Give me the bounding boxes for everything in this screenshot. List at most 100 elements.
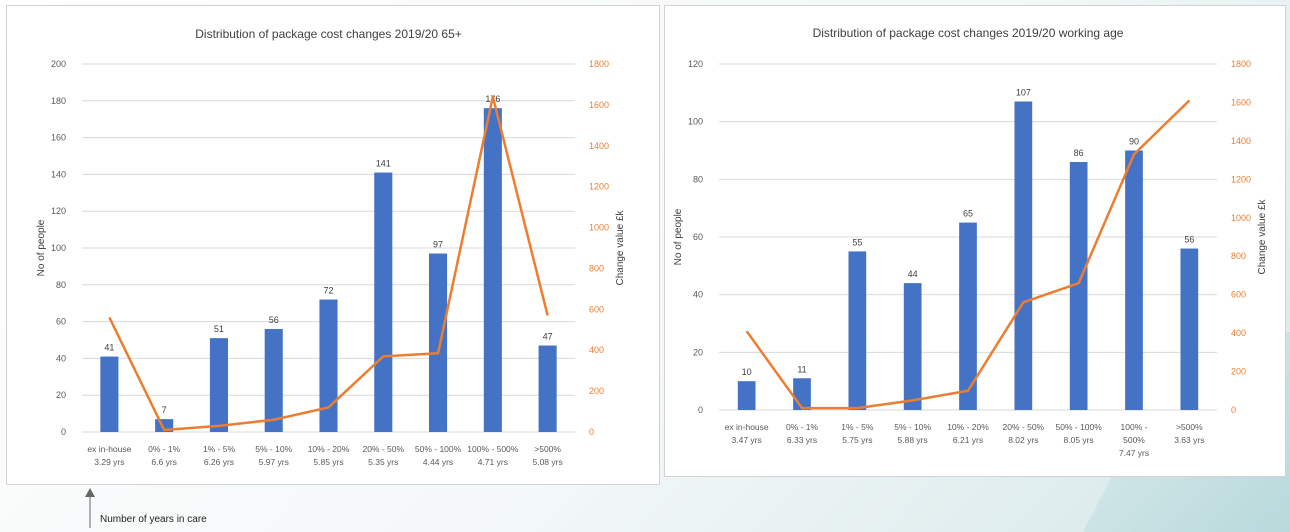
x-tick-label: ex in-house 3.29 yrs bbox=[87, 444, 131, 467]
bar bbox=[1069, 162, 1088, 410]
x-tick-label: 20% - 50% 5.35 yrs bbox=[362, 444, 404, 467]
y2-tick-label: 600 bbox=[589, 304, 604, 314]
y2-tick-label: 1800 bbox=[1231, 59, 1251, 69]
bar bbox=[737, 381, 756, 410]
bar bbox=[429, 253, 448, 432]
x-tick-label: 10% - 20% 6.21 yrs bbox=[947, 422, 989, 445]
bar-data-label: 86 bbox=[1074, 148, 1084, 158]
years-in-care-note: Number of years in care bbox=[84, 488, 304, 532]
y2-tick-label: 0 bbox=[1231, 405, 1236, 415]
y2-tick-label: 1000 bbox=[589, 223, 609, 233]
y-tick-label: 60 bbox=[56, 317, 66, 327]
x-tick-label: 0% - 1% 6.6 yrs bbox=[148, 444, 181, 467]
bar bbox=[209, 338, 228, 432]
y2-tick-label: 600 bbox=[1231, 290, 1246, 300]
y2-axis-title: Change value £k bbox=[1257, 198, 1268, 274]
x-tick-label: 100% -500% 7.47 yrs bbox=[1119, 422, 1149, 458]
x-tick-label: 1% - 5% 6.26 yrs bbox=[203, 444, 236, 467]
y2-tick-label: 1600 bbox=[589, 100, 609, 110]
y2-tick-label: 1200 bbox=[589, 182, 609, 192]
chart-panel-65-plus: Distribution of package cost changes 201… bbox=[6, 5, 660, 485]
bar bbox=[1180, 248, 1199, 410]
x-tick-label: ex in-house 3.47 yrs bbox=[725, 422, 769, 445]
chart-title: Distribution of package cost changes 201… bbox=[813, 26, 1124, 40]
y-tick-label: 0 bbox=[61, 427, 66, 437]
y-tick-label: 180 bbox=[51, 96, 66, 106]
bar bbox=[319, 299, 338, 432]
bar-data-label: 44 bbox=[908, 269, 918, 279]
bar bbox=[793, 378, 811, 410]
y-axis-title: No of people bbox=[673, 208, 684, 265]
bar-data-label: 7 bbox=[162, 405, 167, 415]
y-tick-label: 0 bbox=[698, 405, 703, 415]
y2-tick-label: 200 bbox=[1231, 367, 1246, 377]
y-tick-label: 40 bbox=[56, 353, 66, 363]
x-tick-label: 10% - 20% 5.85 yrs bbox=[308, 444, 350, 467]
y2-tick-label: 1600 bbox=[1231, 97, 1251, 107]
y-tick-label: 200 bbox=[51, 59, 66, 69]
bar bbox=[848, 251, 867, 410]
x-tick-label: >500% 3.63 yrs bbox=[1174, 422, 1204, 445]
bar bbox=[903, 283, 922, 410]
years-in-care-label: Number of years in care bbox=[100, 514, 207, 525]
y-tick-label: 40 bbox=[693, 290, 703, 300]
x-tick-label: 0% - 1% 6.33 yrs bbox=[786, 422, 819, 445]
bar-data-label: 90 bbox=[1129, 137, 1139, 147]
chart-panel-working-age: Distribution of package cost changes 201… bbox=[664, 5, 1286, 477]
bar bbox=[100, 356, 119, 432]
bar-data-label: 97 bbox=[433, 240, 443, 250]
bar-data-label: 56 bbox=[269, 315, 279, 325]
y2-tick-label: 1400 bbox=[1231, 136, 1251, 146]
y-tick-label: 20 bbox=[56, 390, 66, 400]
bar bbox=[959, 222, 977, 410]
bar bbox=[1014, 101, 1033, 410]
line-series bbox=[108, 95, 549, 432]
y-tick-label: 120 bbox=[51, 206, 66, 216]
y2-tick-label: 1400 bbox=[589, 141, 609, 151]
x-tick-label: 5% - 10% 5.97 yrs bbox=[255, 444, 292, 467]
y2-tick-label: 400 bbox=[1231, 328, 1246, 338]
x-tick-label: 20% - 50% 8.02 yrs bbox=[1003, 422, 1045, 445]
y-tick-label: 80 bbox=[693, 174, 703, 184]
bar bbox=[483, 108, 502, 432]
chart-working-age: Distribution of package cost changes 201… bbox=[673, 26, 1268, 458]
y-tick-label: 80 bbox=[56, 280, 66, 290]
x-tick-label: 100% - 500% 4.71 yrs bbox=[467, 444, 518, 467]
x-tick-label: 1% - 5% 5.75 yrs bbox=[841, 422, 874, 445]
bar-data-label: 41 bbox=[104, 343, 114, 353]
y-tick-label: 20 bbox=[693, 347, 703, 357]
y2-tick-label: 1000 bbox=[1231, 213, 1251, 223]
bar-data-label: 72 bbox=[323, 286, 333, 296]
bar-data-label: 55 bbox=[852, 237, 862, 247]
bar bbox=[374, 172, 393, 432]
y-axis-title: No of people bbox=[36, 219, 47, 276]
y2-tick-label: 1800 bbox=[589, 59, 609, 69]
x-tick-label: 5% - 10% 5.88 yrs bbox=[894, 422, 931, 445]
chart-65-plus: Distribution of package cost changes 201… bbox=[36, 27, 626, 467]
y2-tick-label: 200 bbox=[589, 386, 604, 396]
bar-data-label: 47 bbox=[543, 332, 553, 342]
chart-title: Distribution of package cost changes 201… bbox=[195, 27, 462, 41]
y-tick-label: 140 bbox=[51, 169, 66, 179]
y-tick-label: 100 bbox=[688, 117, 703, 127]
y2-tick-label: 1200 bbox=[1231, 174, 1251, 184]
y2-tick-label: 400 bbox=[589, 345, 604, 355]
line-series bbox=[745, 99, 1191, 410]
bar-data-label: 51 bbox=[214, 324, 224, 334]
up-arrow-icon bbox=[85, 488, 95, 528]
x-tick-label: >500% 5.08 yrs bbox=[532, 444, 562, 467]
bar bbox=[1125, 150, 1143, 410]
bar-data-label: 107 bbox=[1016, 87, 1031, 97]
y2-axis-title: Change value £k bbox=[615, 209, 626, 285]
y2-tick-label: 800 bbox=[589, 263, 604, 273]
y2-tick-label: 0 bbox=[589, 427, 594, 437]
y-tick-label: 100 bbox=[51, 243, 66, 253]
bar-data-label: 56 bbox=[1184, 235, 1194, 245]
y-tick-label: 120 bbox=[688, 59, 703, 69]
bar-data-label: 141 bbox=[376, 159, 391, 169]
bar-data-label: 11 bbox=[797, 364, 806, 374]
bar-data-label: 65 bbox=[963, 209, 973, 219]
bar bbox=[538, 345, 557, 432]
bar bbox=[264, 328, 283, 432]
bar-data-label: 10 bbox=[742, 367, 752, 377]
